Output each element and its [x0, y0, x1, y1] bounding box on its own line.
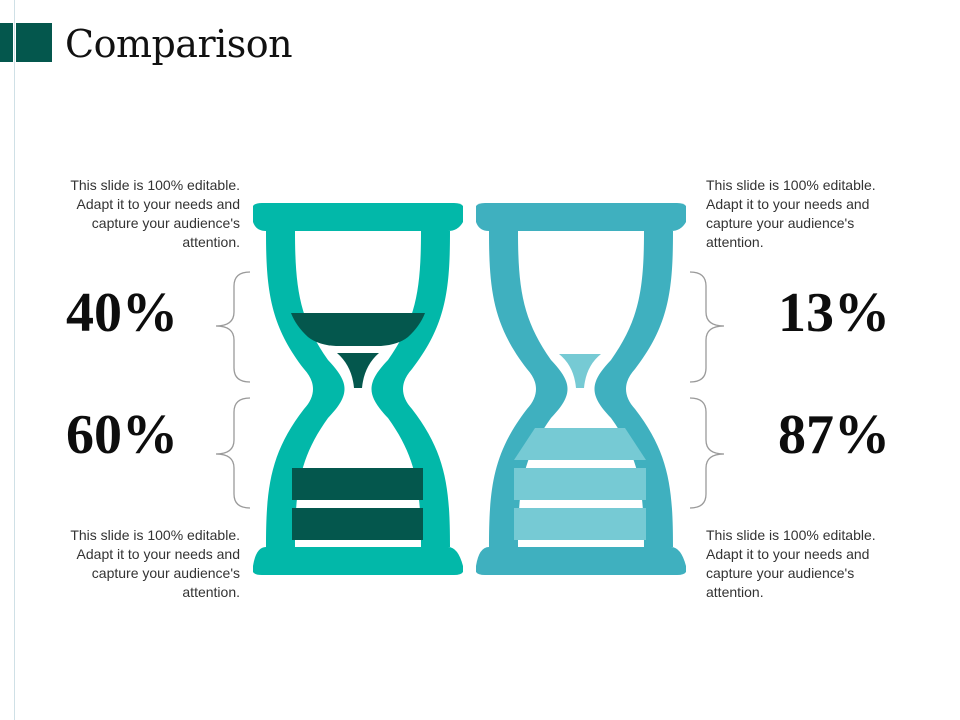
- left-lower-sand-bar-bottom: [292, 508, 423, 540]
- left-top-description: This slide is 100% editable. Adapt it to…: [70, 177, 240, 250]
- right-hourglass-bottom-cap: [476, 547, 686, 575]
- left-top-percentage: 40%: [66, 282, 178, 344]
- left-lower-sand-bar-top: [292, 468, 423, 500]
- right-bottom-percentage: 87%: [778, 404, 890, 466]
- right-sand-stream: [559, 354, 601, 388]
- slide-title: Comparison: [65, 22, 293, 66]
- right-lower-sand-bar-bottom: [514, 508, 646, 540]
- right-lower-sand-mound: [514, 428, 646, 460]
- left-hourglass-top-cap: [253, 203, 463, 231]
- left-top-brace: [215, 271, 251, 383]
- left-hourglass-body: [266, 231, 450, 547]
- right-lower-sand-bar-top: [514, 468, 646, 500]
- left-sand-stream: [337, 353, 379, 388]
- right-hourglass-top-cap: [476, 203, 686, 231]
- right-top-percentage: 13%: [778, 282, 890, 344]
- right-hourglass: [476, 203, 686, 575]
- right-hourglass-body: [489, 231, 673, 547]
- left-bottom-percentage: 60%: [66, 404, 178, 466]
- title-accent-square: [16, 23, 52, 62]
- right-bottom-description: This slide is 100% editable. Adapt it to…: [706, 527, 876, 600]
- right-top-description: This slide is 100% editable. Adapt it to…: [706, 177, 876, 250]
- left-bottom-brace: [215, 397, 251, 509]
- slide-left-rule: [14, 0, 15, 720]
- left-hourglass-bottom-cap: [253, 547, 463, 575]
- right-bottom-brace: [689, 397, 725, 509]
- left-hourglass: [253, 203, 463, 575]
- title-accent-edge: [0, 23, 13, 62]
- left-bottom-description: This slide is 100% editable. Adapt it to…: [70, 527, 240, 600]
- left-upper-sand: [291, 313, 425, 346]
- right-top-brace: [689, 271, 725, 383]
